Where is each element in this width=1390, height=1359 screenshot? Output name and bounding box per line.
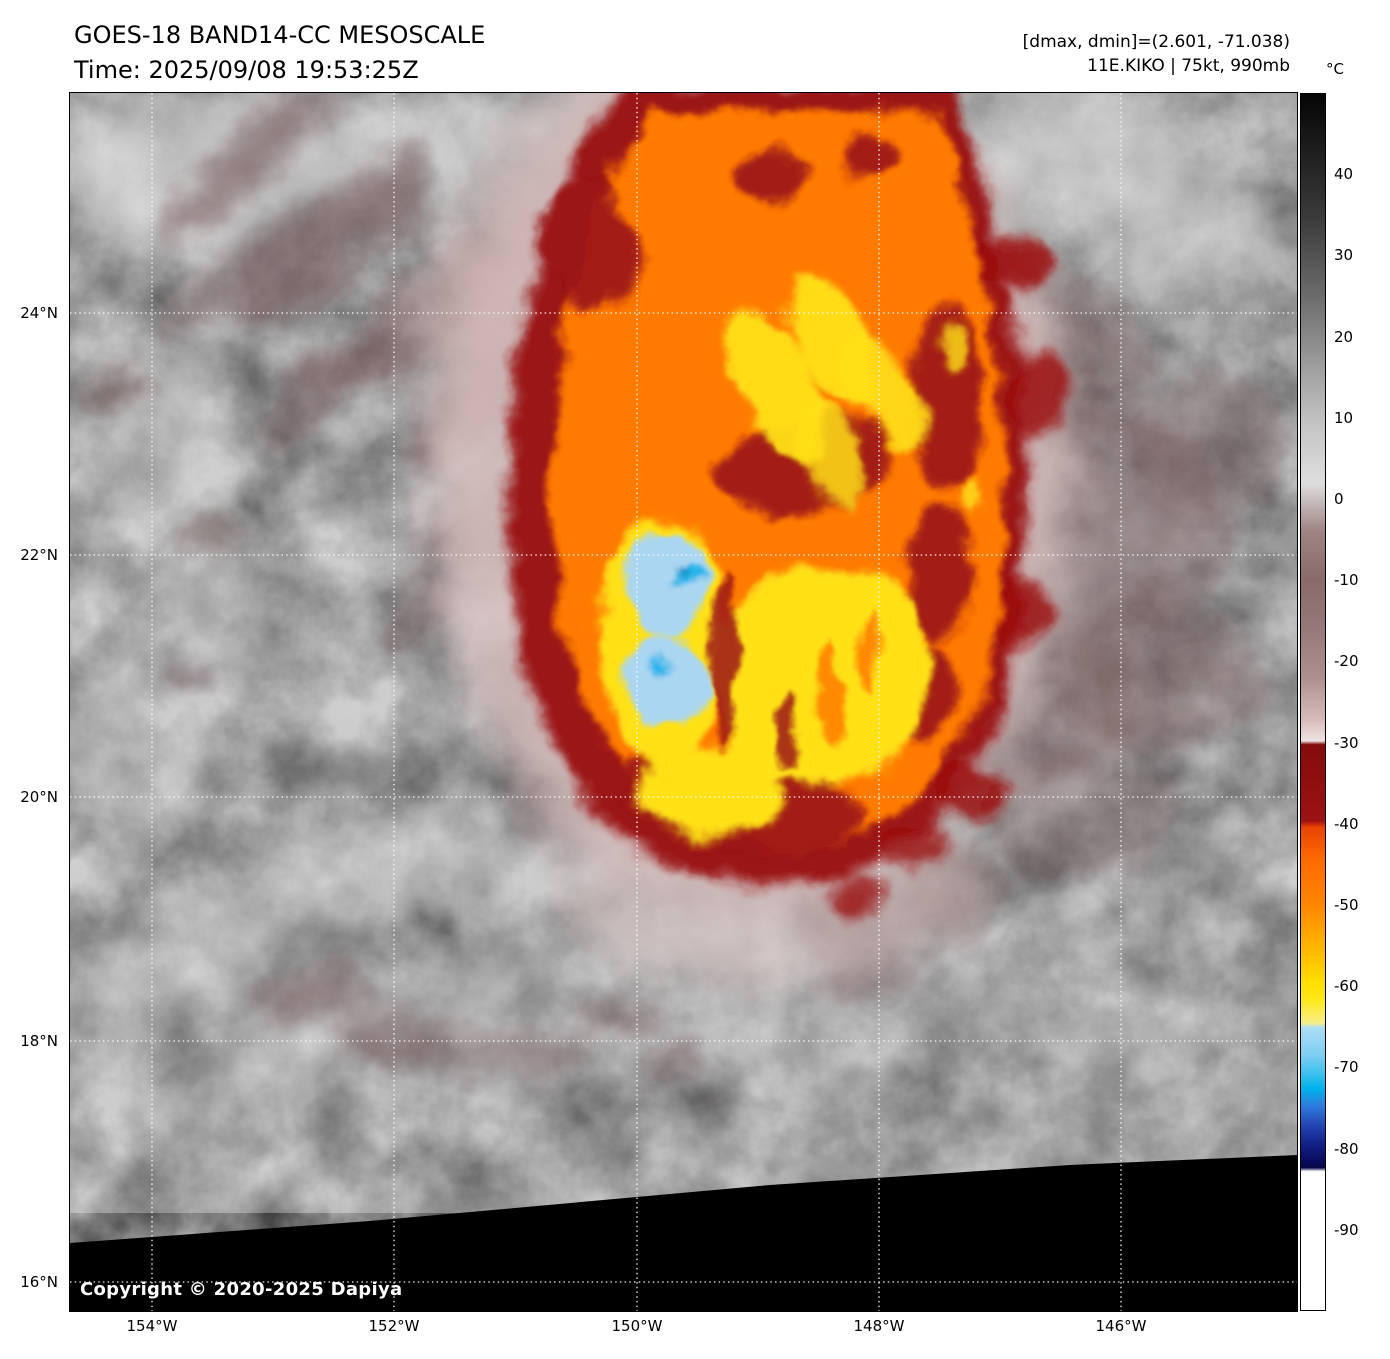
header-meta-block: [dmax, dmin]=(2.601, -71.038) 11E.KIKO |… (1023, 30, 1290, 78)
lon-label: 146°W (1095, 1317, 1147, 1335)
lat-label: 22°N (20, 546, 58, 564)
lat-label: 16°N (20, 1273, 58, 1291)
storm-core-layer (420, 93, 1070, 983)
timestamp: Time: 2025/09/08 19:53:25Z (74, 56, 419, 84)
colorbar-tick: -60 (1334, 977, 1359, 995)
lon-label: 148°W (853, 1317, 905, 1335)
colorbar-tick: 0 (1334, 490, 1344, 508)
storm-info: 11E.KIKO | 75kt, 990mb (1087, 56, 1290, 76)
colorbar-tick: -70 (1334, 1058, 1359, 1076)
colorbar-tick: 30 (1334, 246, 1354, 264)
colorbar-tick-labels: 40 30 20 10 0 -10 -20 -30 -40 -50 -60 -7… (1334, 93, 1390, 1311)
lat-label: 18°N (20, 1032, 58, 1050)
lon-label: 154°W (126, 1317, 178, 1335)
lat-label: 24°N (20, 304, 58, 322)
satellite-image (70, 93, 1297, 1311)
colorbar-tick: 40 (1334, 165, 1354, 183)
colorbar-unit: °C (1326, 60, 1344, 78)
scan-edge-black (70, 1155, 1297, 1311)
latitude-axis: 24°N 22°N 20°N 18°N 16°N (0, 93, 62, 1311)
colorbar-tick: 10 (1334, 409, 1354, 427)
header-title-block: GOES-18 BAND14-CC MESOSCALE Time: 2025/0… (74, 18, 485, 88)
lat-label: 20°N (20, 788, 58, 806)
dmax-dmin-readout: [dmax, dmin]=(2.601, -71.038) (1022, 32, 1290, 52)
satellite-map: Copyright © 2020-2025 Dapiya (69, 92, 1298, 1312)
lon-label: 150°W (611, 1317, 663, 1335)
colorbar-tick: -50 (1334, 896, 1359, 914)
longitude-axis: 154°W 152°W 150°W 148°W 146°W (70, 1317, 1297, 1343)
colorbar-tick: -90 (1334, 1221, 1359, 1239)
gridlines (70, 93, 1297, 1311)
colorbar-tick: -40 (1334, 815, 1359, 833)
colorbar (1300, 93, 1326, 1311)
product-title: GOES-18 BAND14-CC MESOSCALE (74, 21, 486, 49)
copyright-notice: Copyright © 2020-2025 Dapiya (80, 1279, 403, 1300)
lon-label: 152°W (368, 1317, 420, 1335)
colorbar-tick: -20 (1334, 652, 1359, 670)
colorbar-tick: 20 (1334, 328, 1354, 346)
colorbar-tick: -10 (1334, 571, 1359, 589)
colorbar-tick: -80 (1334, 1140, 1359, 1158)
colorbar-tick: -30 (1334, 734, 1359, 752)
